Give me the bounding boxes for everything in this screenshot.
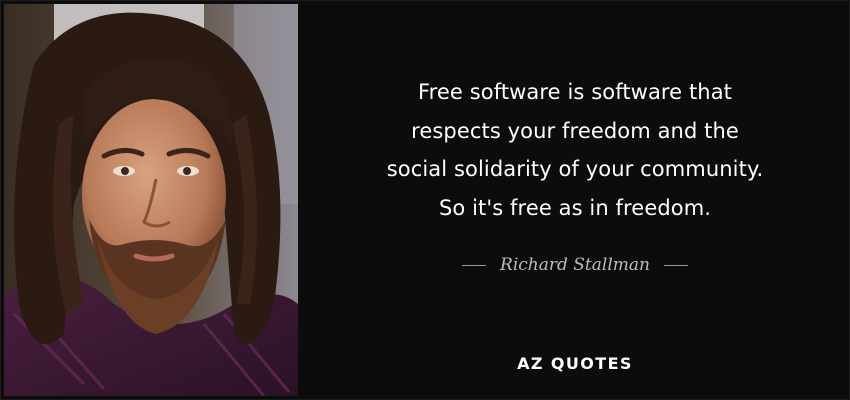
right-dash-divider [663,265,688,266]
quote-line: respects your freedom and the [411,118,739,143]
author-portrait [4,4,298,396]
author-name[interactable]: Richard Stallman [500,255,650,275]
quote-line: Free software is software that [417,80,733,104]
quote-line: social solidarity of your community. [386,157,764,181]
quote-line: So it's free as in freedom. [438,195,712,220]
left-dash-divider [462,265,487,266]
quote-text: Free software is software that respects … [301,73,849,227]
author-attribution: Richard Stallman [301,253,849,277]
az-quotes-logo[interactable]: AZ QUOTES [517,354,633,373]
author-portrait-image [4,4,298,396]
